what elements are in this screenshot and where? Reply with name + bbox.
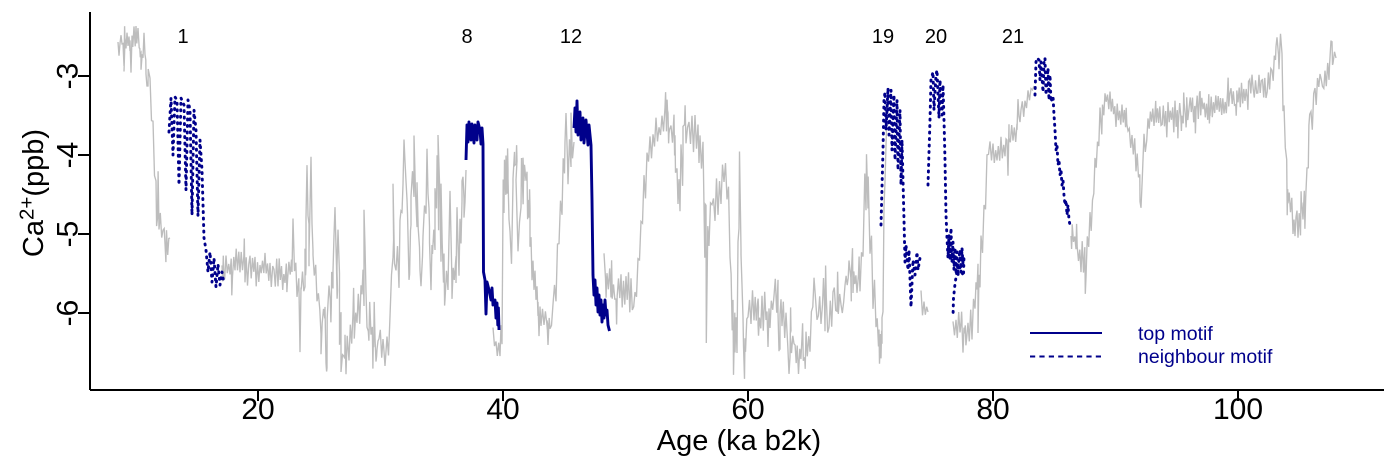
svg-text:-3: -3 [52, 63, 85, 90]
svg-text:80: 80 [976, 393, 1009, 426]
svg-text:Age (ka b2k): Age (ka b2k) [657, 425, 821, 457]
svg-text:-4: -4 [52, 142, 85, 169]
svg-text:40: 40 [486, 393, 519, 426]
svg-text:100: 100 [1213, 393, 1263, 426]
svg-text:1: 1 [177, 26, 188, 48]
svg-text:20: 20 [241, 393, 274, 426]
svg-text:-6: -6 [52, 300, 85, 327]
svg-text:19: 19 [872, 26, 894, 48]
svg-text:top motif: top motif [1138, 323, 1213, 345]
svg-text:-5: -5 [52, 221, 85, 248]
svg-text:12: 12 [560, 26, 582, 48]
svg-text:Ca2+(ppb): Ca2+(ppb) [16, 129, 51, 257]
svg-text:21: 21 [1002, 26, 1024, 48]
svg-text:20: 20 [925, 26, 947, 48]
svg-text:60: 60 [731, 393, 764, 426]
svg-text:8: 8 [461, 26, 472, 48]
svg-text:neighbour motif: neighbour motif [1138, 346, 1273, 368]
